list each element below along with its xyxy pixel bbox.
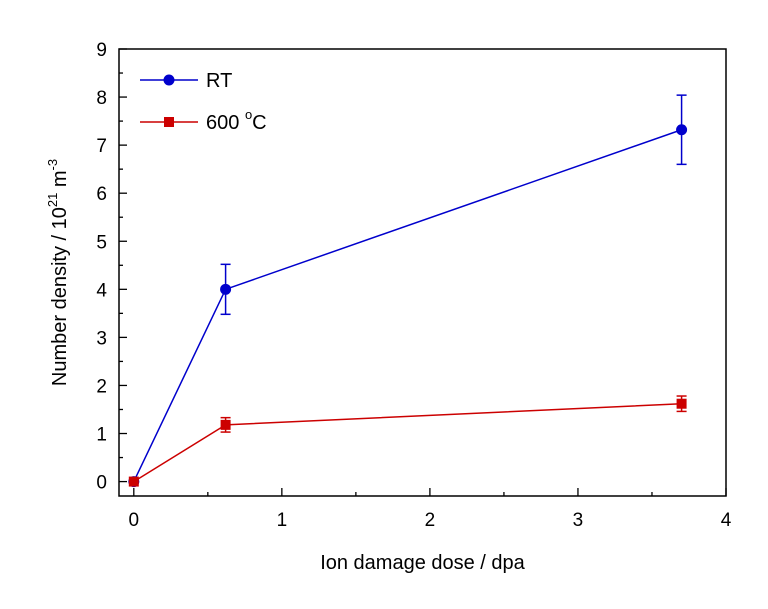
legend-marker: [164, 117, 174, 127]
plot-frame: [118, 48, 727, 497]
y-tick-label: 1: [96, 425, 107, 446]
y-tick-label: 6: [96, 184, 107, 205]
series-line: [133, 402, 682, 483]
legend-label: RT: [206, 70, 232, 92]
data-point: [220, 419, 231, 430]
y-tick-label: 8: [96, 88, 107, 109]
data-point: [128, 476, 139, 487]
legend-label-superscript: o: [245, 107, 252, 122]
y-tick-label: 5: [96, 232, 107, 253]
x-axis-title: Ion damage dose / dpa: [320, 552, 525, 574]
series-line: [133, 129, 682, 482]
x-tick-labels: 0 1 2 3 4: [129, 510, 732, 531]
legend: RT 600 oC: [140, 70, 267, 134]
y-axis-title-prefix: Number density / 10: [49, 207, 71, 386]
y-tick-label: 4: [96, 280, 107, 301]
y-tick-label: 2: [96, 376, 107, 397]
data-point: [220, 283, 232, 295]
legend-marker: [163, 74, 175, 86]
y-tick-labels: 0 1 2 3 4 5 6 7 8 9: [96, 40, 107, 494]
legend-label-main: 600: [206, 112, 245, 134]
legend-item: RT: [140, 70, 232, 92]
data-series: [128, 94, 688, 488]
data-point: [676, 398, 687, 409]
x-tick-label: 1: [277, 510, 288, 531]
legend-label-main: RT: [206, 70, 232, 92]
legend-item: 600 oC: [140, 107, 267, 134]
legend-label: 600 oC: [206, 107, 267, 134]
x-tick-label: 2: [425, 510, 436, 531]
x-tick-label: 0: [129, 510, 140, 531]
x-tick-label: 4: [721, 510, 732, 531]
series-rt: [128, 94, 688, 488]
series-600c: [128, 395, 687, 487]
data-point: [676, 124, 688, 136]
y-tick-label: 3: [96, 328, 107, 349]
y-axis-title-unit: m: [49, 170, 71, 192]
x-tick-label: 3: [573, 510, 584, 531]
y-tick-label: 0: [96, 473, 107, 494]
legend-label-tail: C: [252, 112, 266, 134]
y-axis-title-exponent-1: 21: [45, 193, 60, 207]
y-axis-title: Number density / 1021 m-3: [45, 159, 71, 386]
y-tick-label: 7: [96, 136, 107, 157]
y-axis-title-exponent-2: -3: [45, 159, 60, 171]
y-tick-label: 9: [96, 40, 107, 61]
